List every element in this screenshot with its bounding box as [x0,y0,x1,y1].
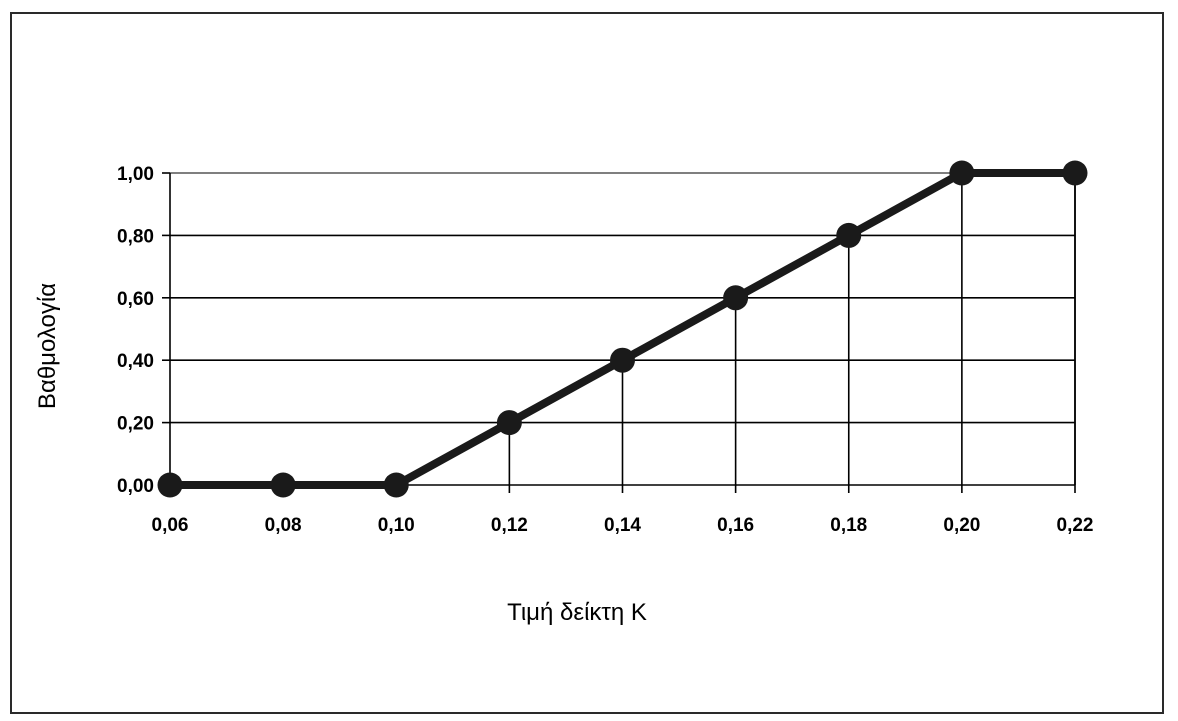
x-tick-label: 0,14 [604,515,641,536]
chart-frame [10,12,1164,714]
x-tick-label: 0,18 [830,515,867,536]
data-point [610,347,635,373]
x-tick-labels: 0,06 0,08 0,10 0,12 0,14 0,16 0,18 0,20 0,22 [152,515,1094,536]
data-point [1062,160,1088,186]
vertical-drop-lines [508,173,1076,485]
data-point [723,285,749,311]
marker-layer [157,160,1088,498]
y-tick-label: 0,20 [117,414,154,435]
data-point [157,472,183,498]
y-tick-label: 0,80 [117,226,154,247]
x-tick-label: 0,12 [491,515,528,536]
x-tick-label: 0,08 [265,515,302,536]
data-point [270,472,296,498]
data-point [496,410,522,436]
data-point [949,160,975,186]
grid-lines [162,172,1076,493]
x-tick-label: 0,20 [943,515,980,536]
x-tick-label: 0,10 [378,515,415,536]
x-axis-title: Τιμή δείκτη Κ [507,599,647,626]
data-point [836,222,862,248]
y-tick-label: 0,60 [117,289,154,310]
x-tick-label: 0,06 [152,515,189,536]
y-tick-label: 0,40 [117,351,154,372]
x-tick-label: 0,22 [1057,515,1094,536]
y-tick-label: 1,00 [117,164,154,185]
y-tick-label: 0,00 [117,476,154,497]
x-tick-label: 0,16 [717,515,754,536]
data-point [383,472,409,498]
y-axis-title: Βαθμολογία [34,283,61,409]
y-tick-labels: 0,00 0,20 0,40 0,60 0,80 1,00 [117,164,154,497]
